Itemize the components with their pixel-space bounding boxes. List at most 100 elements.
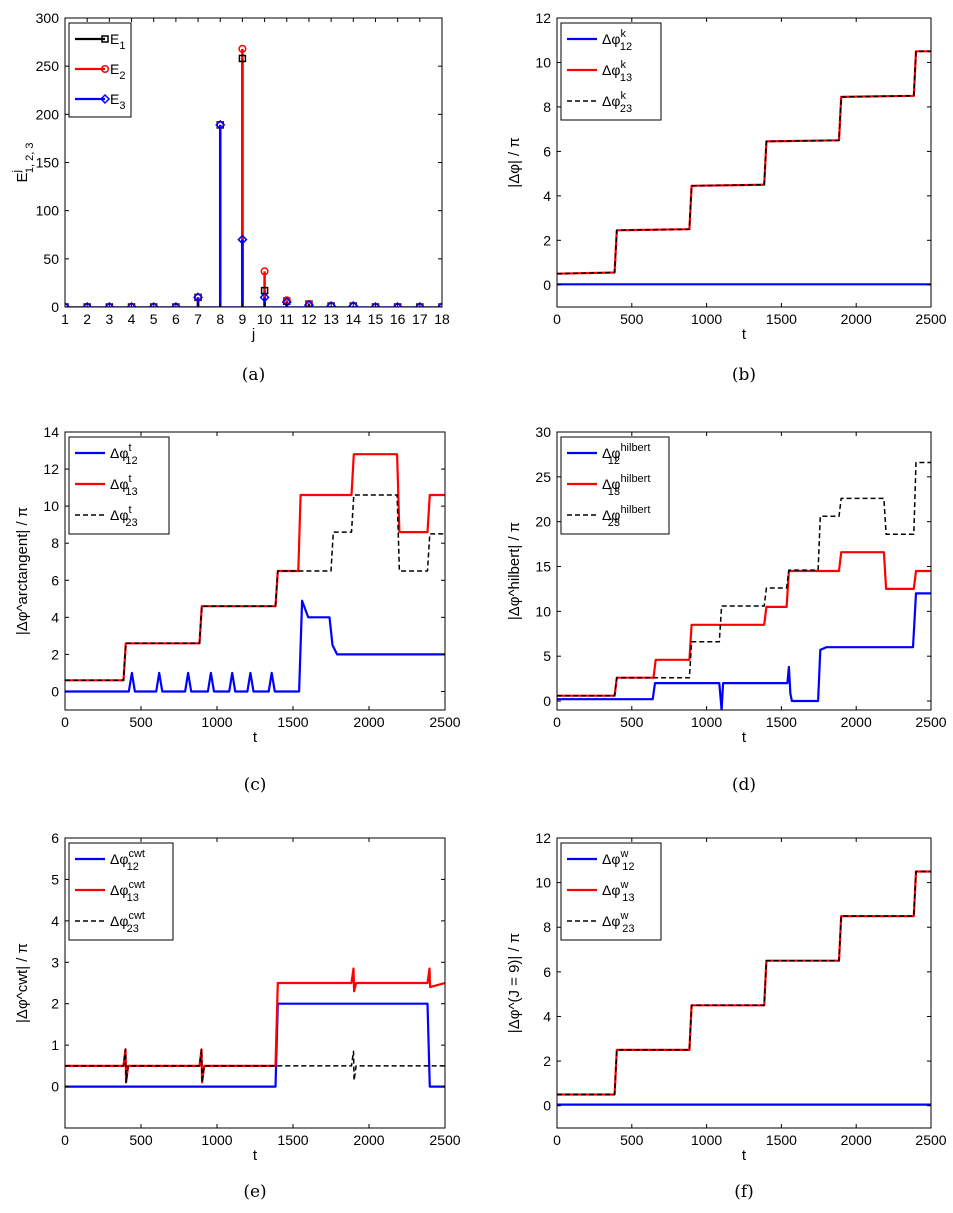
legend-label-1: E1: [110, 31, 125, 52]
legend-marker-3: [99, 93, 111, 105]
y-tick-label: 2: [543, 1053, 551, 1069]
x-tick-label: 2000: [841, 311, 872, 327]
y-axis-label: Ej1, 2, 3: [11, 142, 36, 182]
stem-marker-3-12: [303, 300, 315, 307]
stem-marker-3-3: [104, 301, 115, 307]
panel-caption: (e): [243, 1182, 266, 1202]
plot-area: [557, 50, 931, 286]
legend: Δφcwt 12 Δφcwt 13 Δφcwt 23: [68, 842, 174, 941]
stem-marker-3-13: [326, 300, 337, 307]
stem-marker-3-2: [82, 301, 93, 307]
legend-label-12: Δφt 12: [110, 442, 138, 467]
x-tick-label: 9: [239, 311, 247, 327]
x-tick-label: 16: [390, 311, 406, 327]
y-tick-label: 0: [51, 1079, 59, 1095]
series-line-13: [557, 551, 931, 697]
plot-area: [65, 453, 445, 693]
y-axis-label: |Δφ^(J = 9)| / π: [506, 933, 523, 1033]
stem-marker-3-6: [170, 301, 181, 307]
legend-label-13: Δφcwt 13: [110, 879, 145, 904]
legend-label-23: Δφk 23: [602, 90, 632, 115]
y-tick-label: 6: [51, 830, 59, 846]
x-axis-label: t: [742, 1147, 747, 1164]
x-tick-label: 2500: [915, 714, 946, 730]
x-tick-label: 10: [257, 311, 273, 327]
legend-label-13: Δφt 13: [110, 473, 138, 498]
x-tick-label: 15: [368, 311, 384, 327]
x-tick-label: 0: [553, 714, 561, 730]
legend: Δφt 12 Δφt 13 Δφt 23: [68, 436, 170, 535]
x-tick-label: 1: [61, 311, 69, 327]
stem-marker-3-9: [237, 234, 248, 245]
x-tick-label: 500: [129, 714, 153, 730]
y-tick-label: 2: [543, 232, 551, 248]
axes-box: [556, 431, 932, 711]
stem-marker-3-1: [65, 301, 71, 307]
y-tick-label: 8: [51, 535, 59, 551]
legend-label-13: Δφhilbert 13: [602, 473, 650, 498]
x-tick-label: 0: [61, 714, 69, 730]
y-tick-label: 10: [535, 54, 551, 70]
x-tick-label: 2000: [841, 1132, 872, 1148]
y-tick-label: 50: [43, 251, 59, 267]
y-tick-label: 4: [51, 609, 59, 625]
y-tick-label: 3: [51, 954, 59, 970]
plot-area: [557, 870, 931, 1106]
y-tick-label: 6: [51, 572, 59, 588]
x-tick-label: 1000: [691, 714, 722, 730]
y-tick-label: 15: [535, 559, 551, 575]
y-tick-label: 0: [51, 683, 59, 699]
chart-panel-b: 0 500 1000 1500 2000 2500 0 2 4 6 8 10 12 t |Δφ| / π Δφ…: [506, 10, 947, 385]
y-tick-label: 10: [535, 603, 551, 619]
legend-label-12: Δφhilbert 12: [602, 442, 650, 467]
x-axis-label: t: [253, 729, 258, 746]
stem-marker-2-10: [260, 267, 269, 276]
series-line-12: [65, 1002, 445, 1088]
y-tick-label: 14: [43, 424, 59, 440]
y-axis-label: |Δφ^hilbert| / π: [506, 522, 523, 620]
panel-caption: (a): [242, 365, 265, 385]
x-tick-label: 7: [194, 311, 202, 327]
legend-label-13: Δφk 13: [602, 59, 632, 84]
x-tick-label: 11: [279, 311, 294, 327]
stem-marker-3-10: [259, 292, 270, 303]
legend-label-12: Δφw 12: [602, 848, 635, 873]
axes-box: [64, 837, 446, 1129]
stem-marker-3-8: [215, 119, 226, 130]
y-tick-label: 200: [36, 106, 60, 122]
legend: Δφw 12 Δφw 13 Δφw 23: [560, 842, 662, 941]
x-tick-label: 2500: [915, 1132, 946, 1148]
x-tick-label: 0: [553, 311, 561, 327]
x-axis-label: t: [253, 1147, 258, 1164]
x-tick-label: 1000: [691, 311, 722, 327]
y-tick-label: 150: [36, 155, 60, 171]
x-tick-label: 4: [128, 311, 136, 327]
y-tick-label: 1: [51, 1037, 59, 1053]
series-line-12: [65, 599, 445, 693]
y-tick-label: 12: [535, 830, 551, 846]
y-tick-label: 4: [51, 913, 59, 929]
x-tick-label: 2000: [353, 714, 384, 730]
x-axis-label: t: [742, 326, 747, 343]
panel-caption: (f): [734, 1182, 754, 1202]
y-tick-label: 4: [543, 1008, 551, 1024]
chart-panel-f: 0 500 1000 1500 2000 2500 0 2 4 6 8 10 12 t |Δφ^(J = 9…: [506, 830, 947, 1202]
legend-label-23: Δφcwt 23: [110, 910, 145, 935]
plot-area: [65, 967, 445, 1088]
x-tick-label: 2000: [353, 1132, 384, 1148]
y-tick-label: 2: [51, 646, 59, 662]
y-tick-label: 25: [535, 469, 551, 485]
x-axis-label: t: [742, 729, 747, 746]
x-tick-label: 3: [105, 311, 113, 327]
stem-marker-3-18: [436, 301, 442, 307]
stem-marker-3-4: [126, 301, 137, 307]
y-tick-label: 2: [51, 996, 59, 1012]
legend: E1 E2 E3: [68, 22, 132, 118]
y-axis-label: |Δφ^cwt| / π: [14, 943, 31, 1023]
x-tick-label: 5: [150, 311, 158, 327]
y-tick-label: 20: [535, 514, 551, 530]
x-tick-label: 500: [620, 1132, 644, 1148]
x-tick-label: 1500: [766, 1132, 797, 1148]
series-line-12: [557, 592, 931, 710]
legend-label-23: Δφw 23: [602, 910, 635, 935]
